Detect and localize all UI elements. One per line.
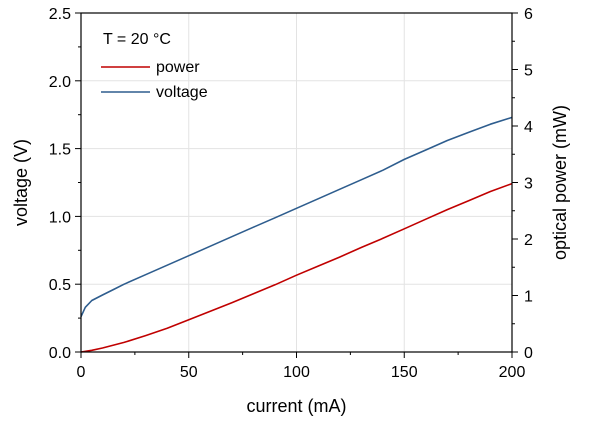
y-right-tick-label: 0 <box>524 345 533 362</box>
x-axis-title: current (mA) <box>246 396 346 416</box>
series-line-power <box>80 182 513 353</box>
y-axis-left-title: voltage (V) <box>11 139 31 226</box>
y-left-tick-label: 2.5 <box>49 6 71 23</box>
y-right-tick-label: 4 <box>524 119 533 136</box>
y-axis-right-title: optical power (mW) <box>550 105 570 260</box>
y-right-tick-label: 5 <box>524 63 533 80</box>
legend: T = 20 °C power voltage <box>101 31 208 101</box>
y-left-tick-label: 2.0 <box>49 74 71 91</box>
y-right-tick-label: 3 <box>524 176 533 193</box>
ticks: 0 50 100 150 200 0.0 0.5 1.0 1.5 2.0 2.5 0 1 2 3 4 5 6 <box>49 6 533 381</box>
x-tick-label: 50 <box>180 364 198 381</box>
grid <box>80 12 513 353</box>
y-right-tick-label: 2 <box>524 232 533 249</box>
y-left-tick-label: 1.5 <box>49 142 71 159</box>
y-left-tick-label: 0.5 <box>49 277 71 294</box>
y-right-tick-label: 1 <box>524 289 533 306</box>
y-left-tick-label: 1.0 <box>49 209 71 226</box>
legend-temperature-annotation: T = 20 °C <box>103 31 171 48</box>
y-right-tick-label: 6 <box>524 6 533 23</box>
legend-label-power: power <box>156 59 200 76</box>
x-tick-label: 150 <box>391 364 418 381</box>
series-line-voltage <box>80 116 513 318</box>
series-layer <box>80 116 513 353</box>
y-left-tick-label: 0.0 <box>49 345 71 362</box>
x-tick-label: 100 <box>283 364 310 381</box>
legend-label-voltage: voltage <box>156 84 208 101</box>
x-tick-label: 0 <box>77 364 86 381</box>
x-tick-label: 200 <box>499 364 526 381</box>
